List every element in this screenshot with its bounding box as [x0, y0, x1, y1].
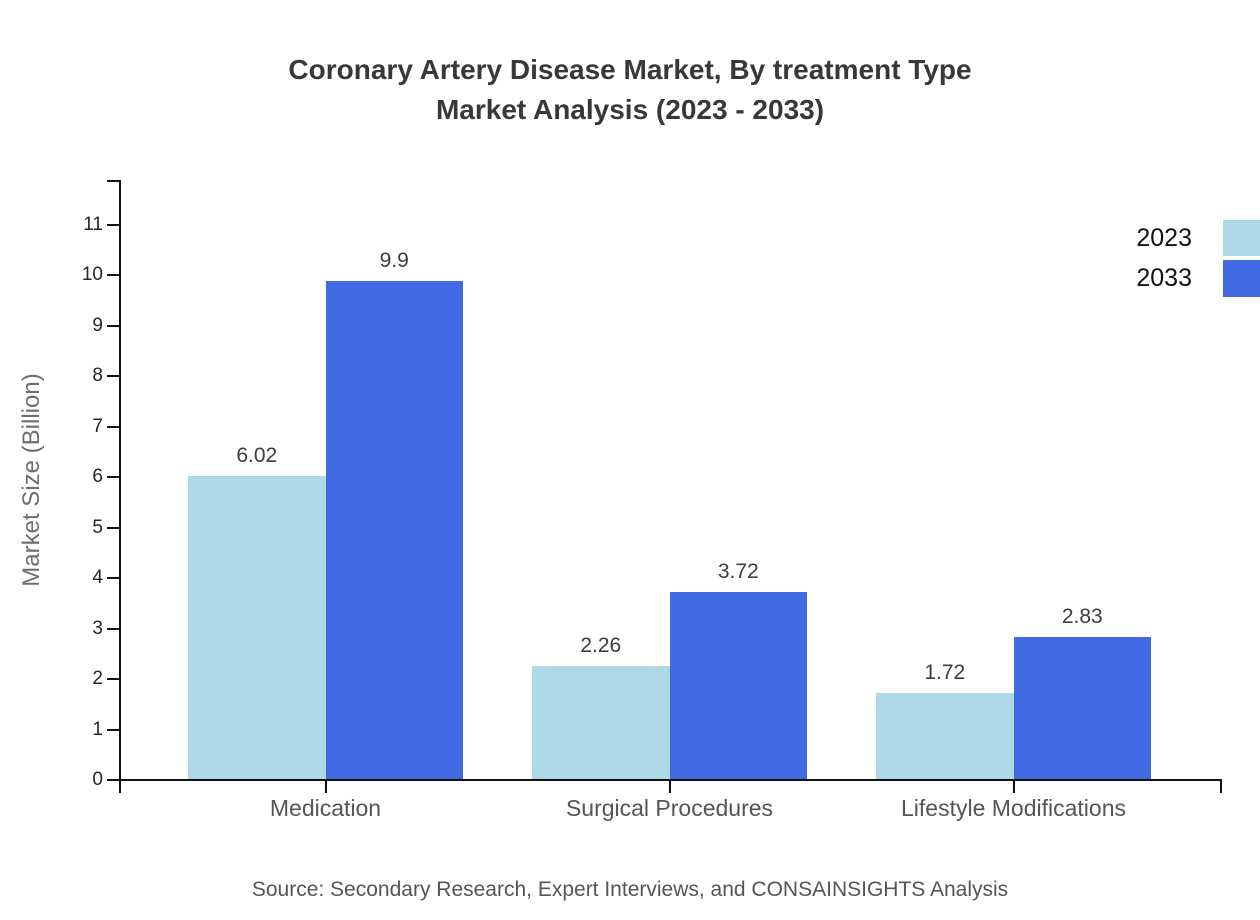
y-axis-tick-label-0: 0 — [92, 769, 103, 790]
bar-2023-lifestyle-modifications — [876, 693, 1014, 779]
y-axis-tick-label-4: 4 — [92, 567, 103, 589]
y-axis-tick-9 — [107, 324, 120, 327]
x-axis-tick-surgical-procedures — [668, 780, 671, 793]
y-axis-tick-label-9: 9 — [92, 314, 103, 336]
x-axis-end-tick — [1220, 780, 1222, 793]
y-axis-tick-1 — [107, 728, 120, 731]
y-axis-tick-label-5: 5 — [92, 516, 103, 538]
y-axis-tick-8 — [107, 375, 120, 378]
y-axis-tick-label-10: 10 — [81, 264, 103, 286]
legend-label-2033: 2033 — [1136, 264, 1192, 292]
x-axis-tick-medication — [324, 780, 327, 793]
y-axis-tick-label-8: 8 — [92, 365, 103, 387]
x-axis-label-surgical-procedures: Surgical Procedures — [565, 795, 774, 821]
value-label-2023-surgical-procedures: 2.26 — [580, 633, 622, 657]
legend-swatch-2023 — [1223, 220, 1260, 256]
y-axis-tick-2 — [107, 678, 120, 681]
y-axis-top-cap — [107, 180, 120, 182]
legend-label-2023: 2023 — [1136, 224, 1192, 252]
x-axis-label-medication: Medication — [269, 795, 382, 821]
value-label-2033-lifestyle-modifications: 2.83 — [1061, 605, 1103, 629]
y-axis-tick-4 — [107, 577, 120, 580]
bar-2033-medication — [325, 280, 463, 779]
y-axis-spine — [119, 180, 121, 793]
y-axis-tick-label-6: 6 — [92, 466, 103, 488]
x-axis-label-lifestyle-modifications: Lifestyle Modifications — [901, 795, 1126, 821]
value-label-2023-medication: 6.02 — [236, 444, 278, 468]
legend-swatch-2033 — [1223, 260, 1260, 297]
y-axis-tick-6 — [107, 476, 120, 479]
value-label-2023-lifestyle-modifications: 1.72 — [924, 661, 966, 685]
chart-title-line2: Market Analysis (2023 - 2033) — [435, 94, 825, 125]
source-text: Source: Secondary Research, Expert Inter… — [251, 878, 1009, 901]
x-axis-tick-lifestyle-modifications — [1012, 780, 1015, 793]
chart-title: Coronary Artery Disease Market, By treat… — [0, 50, 1260, 130]
bar-2023-surgical-procedures — [532, 665, 670, 779]
value-label-2033-medication: 9.9 — [379, 248, 409, 272]
y-axis-tick-label-7: 7 — [92, 415, 103, 437]
bar-2023-medication — [188, 476, 326, 779]
y-axis-tick-11 — [107, 224, 120, 226]
y-axis-tick-label-2: 2 — [92, 668, 103, 690]
chart-title-line1: Coronary Artery Disease Market, By treat… — [288, 54, 972, 85]
y-axis-tick-7 — [107, 425, 120, 428]
y-axis-tick-10 — [107, 274, 120, 277]
y-axis-tick-3 — [107, 627, 120, 630]
value-label-2033-surgical-procedures: 3.72 — [717, 560, 759, 584]
x-axis-spine — [119, 779, 1222, 781]
y-axis-tick-5 — [107, 526, 120, 529]
y-axis-tick-label-3: 3 — [92, 617, 103, 639]
y-axis-tick-0 — [107, 779, 120, 781]
bar-2033-surgical-procedures — [669, 592, 807, 779]
bar-2033-lifestyle-modifications — [1013, 637, 1151, 779]
y-axis-tick-label-1: 1 — [92, 718, 103, 740]
y-axis-tick-label-11: 11 — [83, 214, 103, 235]
